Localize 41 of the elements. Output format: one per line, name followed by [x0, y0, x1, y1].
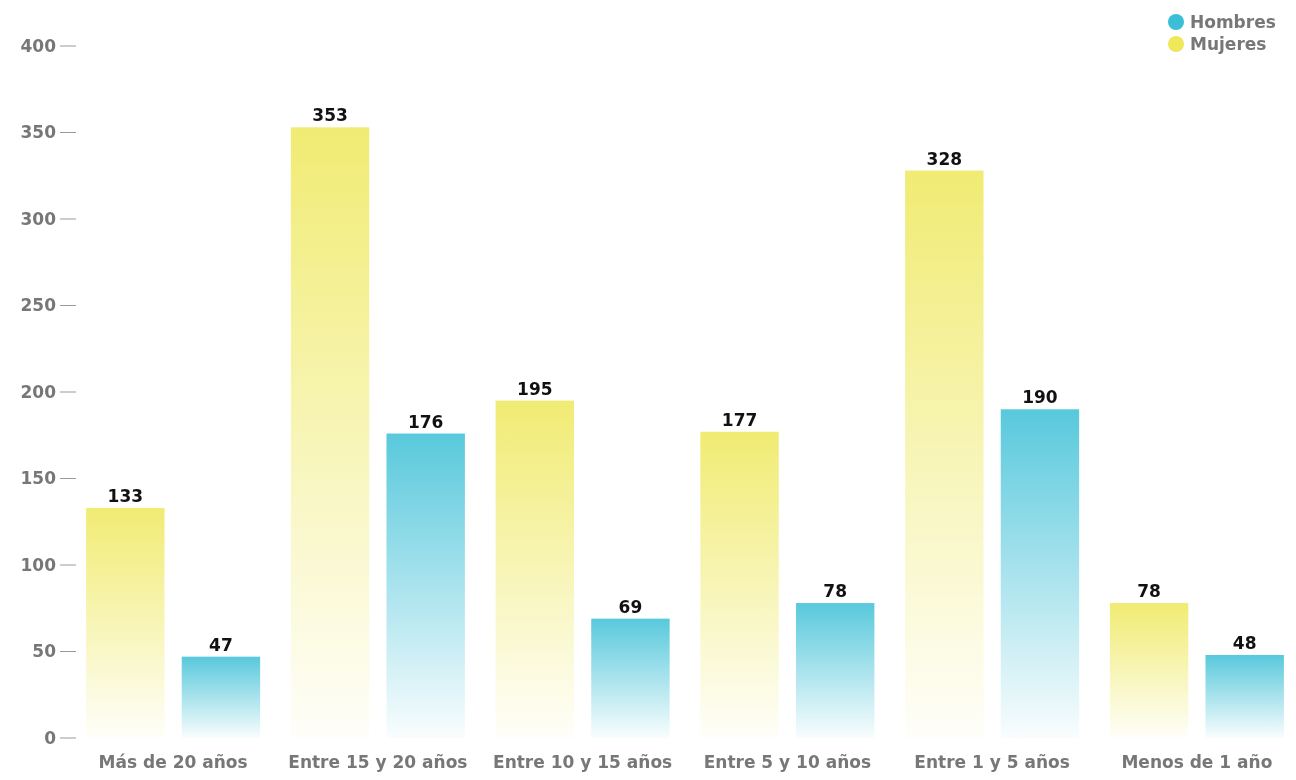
data-label: 78 [823, 581, 848, 602]
bar [591, 618, 670, 738]
data-label: 69 [618, 596, 643, 617]
y-tick-label: 200 [20, 381, 57, 402]
bar [181, 656, 261, 738]
data-label: 133 [107, 485, 144, 506]
data-label: 47 [209, 634, 233, 655]
data-label: 190 [1022, 387, 1058, 408]
y-tick-label: 150 [20, 468, 57, 489]
x-tick-label: Entre 10 y 15 años [493, 752, 673, 772]
bar [495, 400, 575, 738]
bar [795, 603, 875, 738]
bar [1000, 409, 1080, 738]
bar [700, 431, 779, 738]
bar [905, 170, 984, 738]
x-tick-label: Entre 5 y 10 años [703, 752, 872, 772]
y-tick-label: 50 [32, 641, 57, 662]
x-tick-label: Menos de 1 año [1121, 752, 1273, 772]
data-label: 176 [407, 411, 444, 432]
bar [290, 127, 370, 738]
y-tick-label: 100 [20, 554, 57, 575]
y-tick-label: 400 [20, 35, 57, 56]
bar [1109, 603, 1189, 738]
x-tick-label: Entre 15 y 20 años [288, 752, 468, 772]
data-label: 78 [1137, 581, 1161, 602]
legend-label: Hombres [1190, 12, 1276, 32]
bar [1205, 654, 1284, 738]
legend-label: Mujeres [1190, 34, 1267, 54]
y-tick-label: 300 [20, 208, 57, 229]
data-label: 328 [926, 148, 963, 169]
y-tick-label: 0 [44, 727, 57, 748]
data-label: 353 [312, 105, 348, 126]
y-tick-label: 250 [20, 295, 57, 316]
x-tick-label: Entre 1 y 5 años [914, 752, 1070, 772]
data-label: 195 [517, 378, 553, 399]
x-tick-label: Más de 20 años [98, 752, 248, 772]
y-tick-label: 350 [20, 122, 57, 143]
data-label: 177 [721, 409, 758, 430]
data-label: 48 [1232, 632, 1257, 653]
bar [386, 433, 465, 738]
bar [86, 507, 165, 738]
